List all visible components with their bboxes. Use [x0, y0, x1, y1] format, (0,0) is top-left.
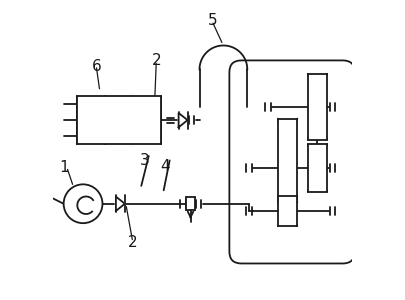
FancyBboxPatch shape [229, 60, 355, 263]
Bar [186, 197, 195, 210]
Text: 2: 2 [151, 53, 161, 68]
Bar [278, 196, 297, 226]
Polygon shape [179, 113, 188, 127]
Polygon shape [116, 196, 125, 211]
Bar [278, 118, 297, 202]
Bar [77, 96, 161, 144]
Circle shape [64, 184, 102, 223]
Text: 6: 6 [92, 59, 101, 74]
Bar [308, 144, 327, 192]
Text: 1: 1 [60, 160, 69, 175]
Text: 5: 5 [208, 13, 218, 28]
Text: 3: 3 [139, 153, 149, 168]
Text: 2: 2 [128, 235, 137, 250]
Bar [308, 74, 327, 140]
Text: 4: 4 [160, 159, 170, 174]
